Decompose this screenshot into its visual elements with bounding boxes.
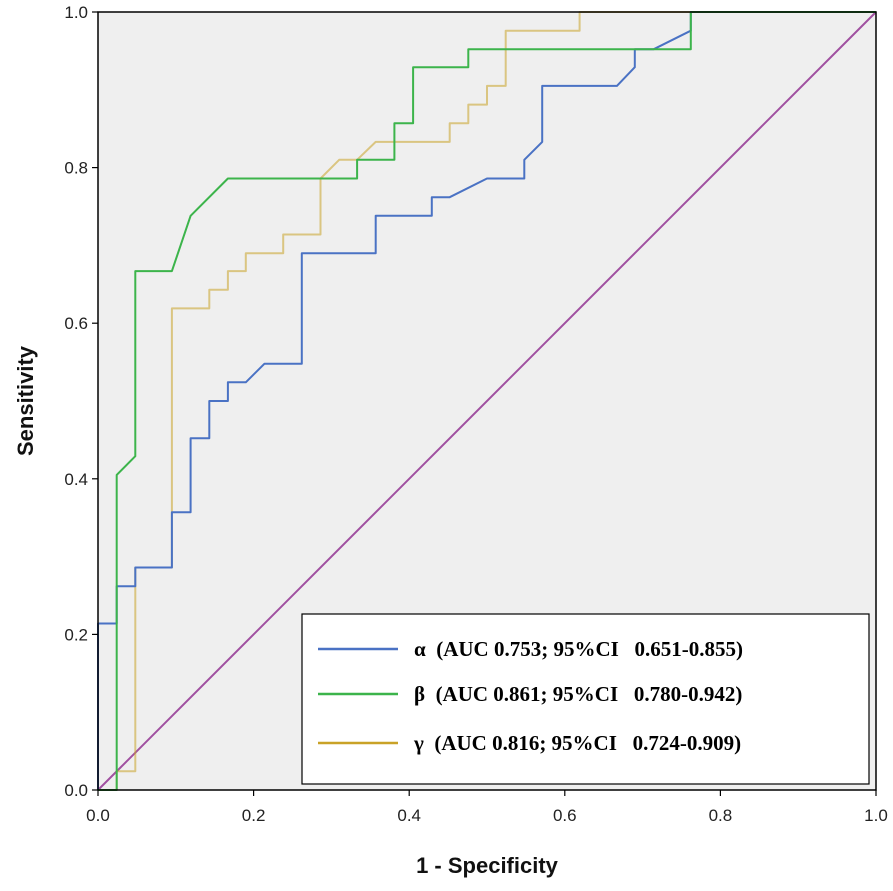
y-tick-label: 0.0 (64, 781, 88, 800)
plot-frame (97, 11, 877, 791)
legend: α (AUC 0.753; 95%CI 0.651-0.855) β (AUC … (301, 613, 870, 785)
y-tick-label: 1.0 (64, 3, 88, 22)
x-tick-label: 0.8 (709, 806, 733, 825)
legend-label-gamma: γ (AUC 0.816; 95%CI 0.724-0.909) (413, 731, 741, 755)
x-axis-title: 1 - Specificity (416, 853, 559, 878)
x-tick-label: 0.6 (553, 806, 577, 825)
legend-label-alpha: α (AUC 0.753; 95%CI 0.651-0.855) (414, 637, 743, 661)
y-tick-label: 0.2 (64, 625, 88, 644)
y-tick-label: 0.4 (64, 470, 88, 489)
y-axis-title: Sensitivity (13, 345, 38, 456)
roc-line-beta (98, 11, 876, 791)
x-tick-label: 0.2 (242, 806, 266, 825)
series-layer (97, 11, 877, 791)
x-tick-label: 0.4 (397, 806, 421, 825)
roc-line-alpha (97, 11, 876, 790)
legend-box (301, 613, 870, 785)
legend-label-beta: β (AUC 0.861; 95%CI 0.780-0.942) (414, 682, 742, 706)
x-axis-ticks: 0.0 0.2 0.4 0.6 0.8 1.0 (86, 790, 888, 825)
y-tick-label: 0.6 (64, 314, 88, 333)
reference-diagonal-line (97, 11, 877, 791)
y-axis-ticks: 0.0 0.2 0.4 0.6 0.8 1.0 (64, 3, 98, 800)
x-tick-label: 0.0 (86, 806, 110, 825)
x-tick-label: 1.0 (864, 806, 888, 825)
y-tick-label: 0.8 (64, 159, 88, 178)
